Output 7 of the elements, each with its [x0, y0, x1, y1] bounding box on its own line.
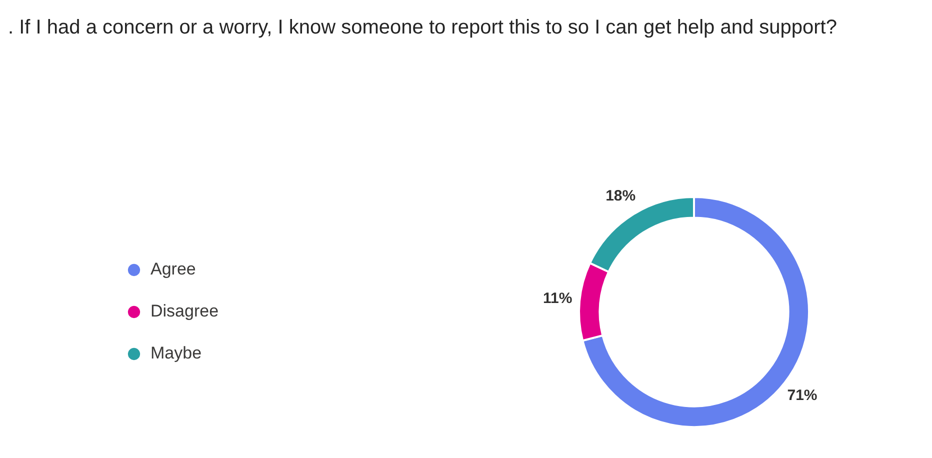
- legend-label: Agree: [150, 260, 196, 279]
- data-label: 11%: [543, 290, 572, 308]
- legend-label: Disagree: [150, 302, 219, 321]
- legend-label: Maybe: [150, 344, 202, 363]
- chart-title: . If I had a concern or a worry, I know someone to report this to so I can get help and support?: [8, 16, 837, 39]
- data-label: 18%: [606, 187, 636, 204]
- data-label: 71%: [787, 387, 818, 404]
